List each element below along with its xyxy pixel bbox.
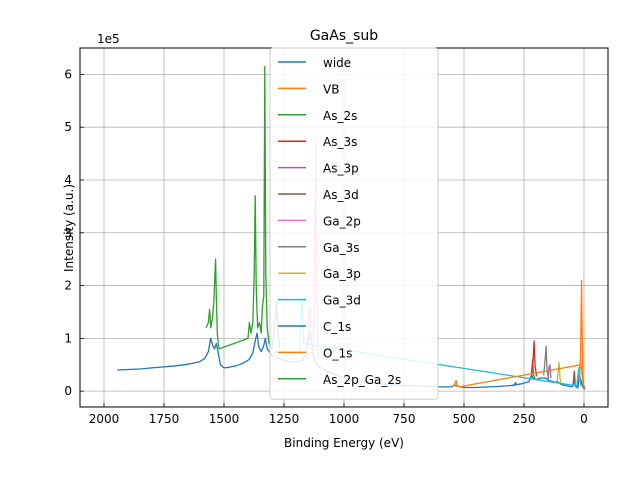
legend: wide VB As_2s As_3s As_3p As_3d Ga_2p Ga_3s Ga_3… [269, 47, 439, 400]
series-line-as-3d [572, 370, 576, 386]
chart-title: GaAs_sub [310, 28, 378, 44]
series-line-as-3p [547, 364, 552, 381]
y-tick-label: 4 [64, 173, 72, 187]
legend-label: As_3d [323, 188, 359, 202]
legend-box [269, 47, 439, 400]
series-line-o-1s [452, 279, 585, 388]
legend-label: C_1s [323, 320, 351, 334]
series-line-c-1s [512, 382, 518, 387]
y-tick-label: 1 [64, 331, 72, 345]
x-tick-label: 1250 [269, 412, 300, 426]
legend-label: wide [323, 56, 351, 70]
x-axis-title: Binding Energy (eV) [284, 436, 404, 450]
legend-label: Ga_3s [323, 241, 360, 255]
legend-label: Ga_3d [323, 294, 361, 308]
series-line-as-2p-ga-2s [205, 65, 281, 350]
x-tick-label: 1750 [149, 412, 180, 426]
x-tick-label: 1500 [209, 412, 240, 426]
x-tick-label: 250 [513, 412, 536, 426]
x-tick-label: 750 [393, 412, 416, 426]
series-line-as-3s [531, 340, 538, 377]
x-axis: 2000 1750 1500 1250 1000 750 500 250 0 [89, 403, 588, 426]
y-axis: 0 1 2 3 4 5 6 [64, 67, 84, 398]
legend-label: As_2s [323, 109, 357, 123]
y-tick-label: 3 [64, 226, 72, 240]
y-tick-label: 2 [64, 279, 72, 293]
legend-label: VB [323, 82, 339, 96]
legend-label: As_3p [323, 162, 359, 176]
y-offset-label: 1e5 [97, 32, 120, 46]
x-tick-label: 500 [453, 412, 476, 426]
series-line-ga-3p [556, 361, 562, 384]
x-tick-label: 2000 [89, 412, 120, 426]
x-tick-label: 1000 [329, 412, 360, 426]
legend-label: As_2p_Ga_2s [323, 373, 401, 387]
legend-label: O_1s [323, 346, 352, 360]
legend-label: Ga_2p [323, 214, 361, 228]
legend-label: As_3s [323, 135, 357, 149]
legend-label: Ga_3p [323, 267, 361, 281]
y-axis-title: Intensity (a.u.) [62, 184, 76, 272]
x-tick-label: 0 [580, 412, 588, 426]
series-line-ga-3s [543, 345, 550, 379]
y-tick-label: 0 [64, 384, 72, 398]
y-tick-label: 6 [64, 67, 72, 81]
y-tick-label: 5 [64, 120, 72, 134]
